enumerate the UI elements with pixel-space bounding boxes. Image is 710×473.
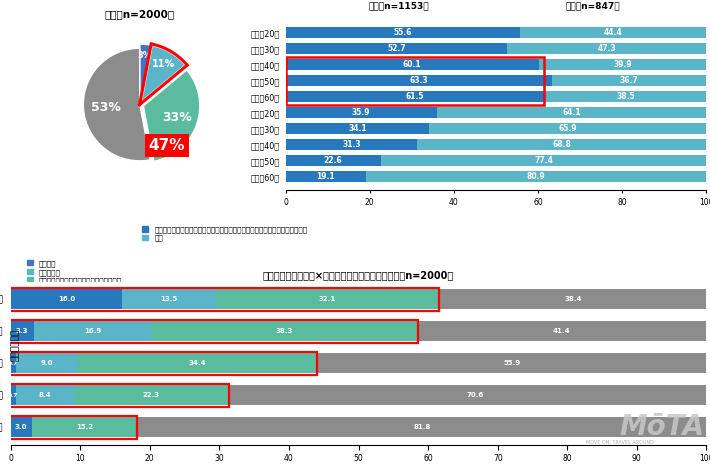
Bar	[285, 123, 429, 134]
Text: 61.5: 61.5	[405, 92, 425, 101]
Text: 33%: 33%	[162, 112, 192, 124]
Text: 44.4: 44.4	[604, 28, 623, 37]
Bar	[151, 321, 417, 341]
Text: 22.6: 22.6	[324, 156, 342, 165]
Bar	[366, 171, 706, 183]
Wedge shape	[143, 70, 200, 161]
Bar	[552, 75, 706, 86]
Text: MOVE ON. TRAVEL AROUND: MOVE ON. TRAVEL AROUND	[586, 439, 653, 445]
Bar	[429, 123, 706, 134]
Bar	[417, 321, 706, 341]
Text: 38.5: 38.5	[616, 92, 635, 101]
Text: 16.0: 16.0	[58, 296, 75, 302]
Bar	[317, 353, 706, 373]
Text: 39.9: 39.9	[613, 60, 632, 69]
Text: 47.3: 47.3	[598, 44, 616, 53]
Bar	[437, 107, 706, 118]
Bar	[229, 385, 710, 405]
Bar	[216, 289, 439, 309]
Text: 55.6: 55.6	[393, 28, 412, 37]
Text: 70.6: 70.6	[466, 392, 484, 398]
Title: 全体（n=2000）: 全体（n=2000）	[104, 9, 175, 19]
Text: 3%: 3%	[137, 51, 151, 60]
Text: 32.1: 32.1	[319, 296, 337, 302]
Text: 65.9: 65.9	[559, 124, 577, 133]
Bar	[16, 353, 78, 373]
Bar	[285, 59, 538, 70]
Bar	[285, 91, 545, 102]
Text: 31.3: 31.3	[342, 140, 361, 149]
Bar	[11, 353, 16, 373]
Bar	[122, 289, 216, 309]
Text: 64.1: 64.1	[562, 108, 581, 117]
Text: 15.2: 15.2	[76, 424, 93, 430]
Text: 68.8: 68.8	[552, 140, 572, 149]
Text: 35.9: 35.9	[352, 108, 371, 117]
Bar	[285, 75, 552, 86]
Text: 34.1: 34.1	[348, 124, 366, 133]
Text: 52.7: 52.7	[387, 44, 406, 53]
Text: 47%: 47%	[149, 138, 185, 153]
Text: 53%: 53%	[91, 101, 121, 114]
Bar	[285, 107, 437, 118]
Text: 0.7: 0.7	[8, 361, 18, 366]
Text: 36.7: 36.7	[620, 76, 638, 85]
Bar	[78, 353, 317, 373]
Text: 3.0: 3.0	[15, 424, 28, 430]
Text: 77.4: 77.4	[534, 156, 553, 165]
Text: 81.8: 81.8	[413, 424, 430, 430]
Text: 60.1: 60.1	[403, 60, 421, 69]
Text: 19.1: 19.1	[317, 172, 335, 181]
Bar	[381, 155, 706, 166]
Text: 38.4: 38.4	[564, 296, 581, 302]
Bar	[545, 91, 706, 102]
Bar	[439, 289, 706, 309]
Text: 3.3: 3.3	[16, 328, 28, 334]
Wedge shape	[84, 48, 150, 161]
Legend: ある（よくある、たまにある、いわれてしまえばしてしまったかもしれない）, ない: ある（よくある、たまにある、いわれてしまえばしてしまったかもしれない）, ない	[142, 227, 307, 241]
Bar	[285, 139, 417, 150]
Text: 13.5: 13.5	[160, 296, 178, 302]
Text: 運転への自信: 運転への自信	[11, 329, 20, 361]
Title: 自らの運転への自信×あおり運転をしていた可能性（n=2000）: 自らの運転への自信×あおり運転をしていた可能性（n=2000）	[263, 270, 454, 280]
Text: 55.9: 55.9	[503, 360, 520, 366]
Bar	[285, 171, 366, 183]
Bar	[31, 417, 137, 437]
Wedge shape	[140, 44, 151, 100]
Bar	[285, 26, 520, 38]
Bar	[16, 385, 74, 405]
Bar	[285, 43, 508, 54]
Bar	[11, 385, 16, 405]
Bar	[11, 417, 31, 437]
Text: 8.4: 8.4	[38, 392, 51, 398]
Text: 63.3: 63.3	[410, 76, 428, 85]
Bar	[538, 59, 706, 70]
Text: 女性（n=847）: 女性（n=847）	[565, 1, 620, 10]
Bar	[137, 417, 706, 437]
Text: 0.7: 0.7	[8, 393, 18, 398]
Text: MōTA: MōTA	[620, 413, 704, 441]
Bar	[33, 321, 151, 341]
Bar	[74, 385, 229, 405]
Text: 男性（n=1153）: 男性（n=1153）	[369, 1, 430, 10]
Legend: よくある, たまにある, いわれてみればしてしまったかもしれない, ない: よくある, たまにある, いわれてみればしてしまったかもしれない, ない	[27, 260, 122, 293]
Text: 38.3: 38.3	[275, 328, 293, 334]
Text: 34.4: 34.4	[189, 360, 207, 366]
Bar	[520, 26, 706, 38]
Text: 11%: 11%	[152, 60, 175, 70]
Bar	[11, 289, 122, 309]
Bar	[11, 321, 33, 341]
Text: 16.9: 16.9	[84, 328, 101, 334]
Wedge shape	[142, 46, 185, 101]
Bar	[285, 155, 381, 166]
Text: 41.4: 41.4	[553, 328, 571, 334]
Bar	[417, 139, 707, 150]
Text: 80.9: 80.9	[527, 172, 545, 181]
Bar	[508, 43, 706, 54]
Text: 22.3: 22.3	[143, 392, 160, 398]
Text: 9.0: 9.0	[40, 360, 53, 366]
